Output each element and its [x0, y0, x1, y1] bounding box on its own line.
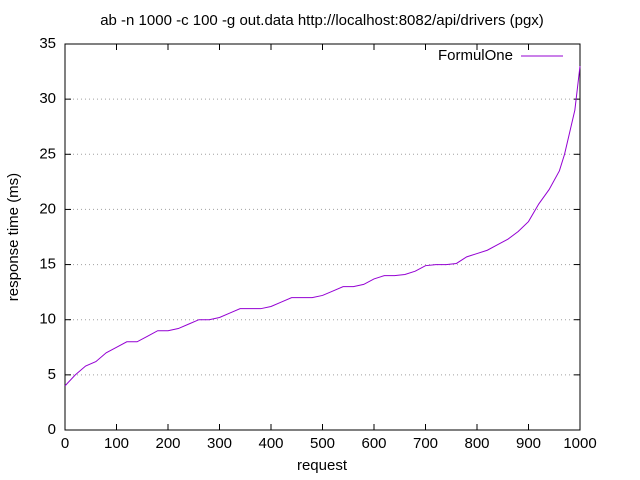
y-tick-label: 30 — [39, 90, 56, 107]
y-tick-label: 25 — [39, 145, 56, 162]
x-axis-label: request — [297, 457, 348, 474]
y-tick-label: 20 — [39, 200, 56, 217]
y-tick-label: 10 — [39, 311, 56, 328]
x-tick-label: 900 — [516, 435, 541, 452]
y-tick-label: 5 — [48, 366, 56, 383]
x-tick-label: 400 — [258, 435, 283, 452]
chart-title: ab -n 1000 -c 100 -g out.data http://loc… — [100, 12, 544, 29]
x-tick-label: 500 — [310, 435, 335, 452]
y-axis-label: response time (ms) — [5, 173, 22, 301]
x-tick-label: 1000 — [563, 435, 596, 452]
x-tick-label: 700 — [413, 435, 438, 452]
plot-border — [64, 43, 581, 431]
x-tick-label: 300 — [207, 435, 232, 452]
x-tick-label: 100 — [104, 435, 129, 452]
y-tick-label: 35 — [39, 35, 56, 52]
data-line — [64, 65, 581, 387]
y-tick-label: 15 — [39, 256, 56, 273]
x-tick-label: 800 — [464, 435, 489, 452]
legend-label: FormulOne — [438, 47, 513, 64]
x-tick-label: 200 — [155, 435, 180, 452]
x-tick-label: 0 — [61, 435, 69, 452]
y-tick-label: 0 — [48, 421, 56, 438]
x-tick-label: 600 — [361, 435, 386, 452]
